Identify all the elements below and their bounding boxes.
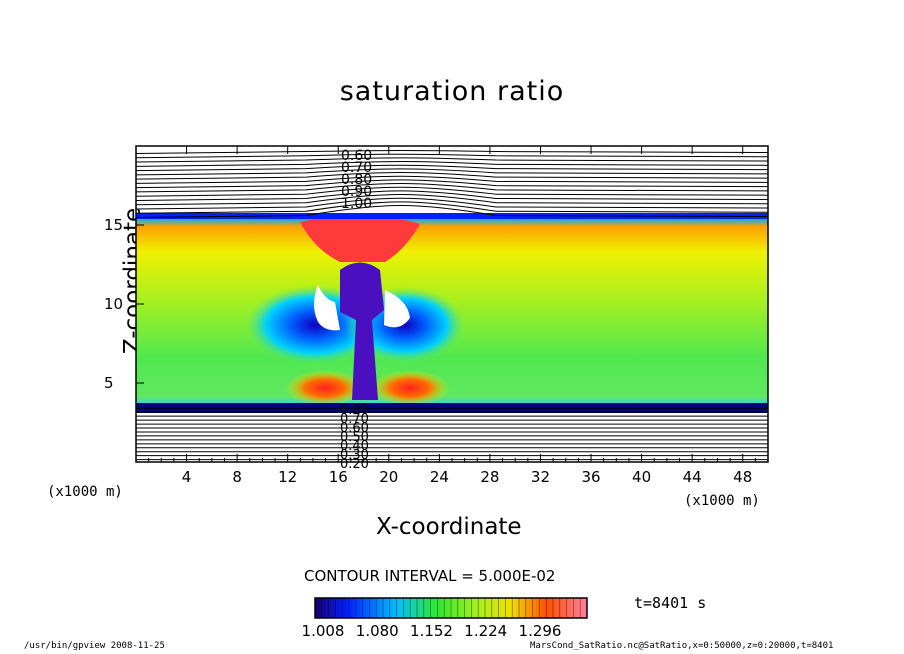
contour-label: 0.70	[341, 160, 372, 176]
contour-label: 0.90	[341, 184, 372, 200]
contour-line	[136, 157, 768, 163]
contour-label: 0.70	[340, 412, 369, 427]
contour-line	[136, 197, 768, 210]
contour-line	[136, 168, 768, 176]
contour-label: 0.60	[341, 148, 372, 164]
y-tick-label: 15	[104, 216, 124, 234]
contour-line	[136, 190, 768, 201]
contour-label: 0.80	[340, 403, 369, 418]
contour-line	[136, 194, 768, 206]
contour-label: 1.00	[341, 196, 372, 212]
contour-line	[136, 164, 768, 172]
contour-line	[136, 183, 768, 193]
x-tick-label: 48	[733, 468, 753, 486]
contour-line	[136, 172, 768, 180]
contour-label: 0.20	[340, 457, 369, 472]
contour-label: 0.40	[340, 439, 369, 454]
x-tick-label: 28	[480, 468, 500, 486]
contour-label: 0.60	[340, 421, 369, 436]
x-tick-label: 44	[682, 468, 702, 486]
footer-left: /usr/bin/gpview 2008-11-25	[24, 641, 165, 651]
contour-line	[136, 153, 768, 159]
x-tick-label: 12	[278, 468, 298, 486]
lower-contour-lines	[136, 407, 768, 461]
contour-line	[136, 175, 768, 184]
tick-marks	[136, 146, 756, 462]
cloud-top-red	[300, 214, 420, 262]
x-tick-label: 20	[379, 468, 399, 486]
footer-right: MarsCond_SatRatio.nc@SatRatio,x=0:50000,…	[530, 641, 834, 651]
y-tick-label: 5	[104, 374, 114, 392]
x-tick-label: 36	[581, 468, 601, 486]
colorbar-label: 1.152	[410, 622, 453, 640]
colorbar-label: 1.008	[301, 622, 345, 640]
x-tick-label: 16	[328, 468, 348, 486]
cloud-column	[340, 262, 384, 400]
low-red-left	[285, 370, 365, 406]
x-axis-label: X-coordinate	[376, 514, 522, 540]
z-unit-label: (x1000 m)	[47, 484, 123, 500]
x-unit-label: (x1000 m)	[684, 493, 760, 509]
x-tick-label: 8	[232, 468, 242, 486]
x-tick-label: 40	[632, 468, 652, 486]
contour-line	[136, 186, 768, 197]
colorbar-label: 1.296	[518, 622, 562, 640]
colorbar-ticks	[321, 598, 581, 618]
y-tick-label: 10	[104, 295, 124, 313]
contour-label: 0.80	[341, 172, 372, 188]
unsaturated-hole-left	[314, 285, 340, 331]
upper-contour-lines	[136, 150, 768, 219]
colorbar-label: 1.224	[464, 622, 508, 640]
time-label: t=8401 s	[634, 594, 707, 612]
low-red-right	[370, 370, 450, 406]
contour-line	[136, 201, 768, 214]
unsaturated-hole-right	[384, 290, 410, 328]
x-tick-label: 32	[530, 468, 551, 486]
contour-interval-text: CONTOUR INTERVAL = 5.000E-02	[304, 567, 556, 585]
x-tick-label: 24	[429, 468, 449, 486]
chart-title: saturation ratio	[339, 76, 565, 107]
contour-line	[136, 179, 768, 189]
colorbar-label: 1.080	[355, 622, 399, 640]
contour-line	[136, 205, 768, 219]
x-tick-label: 4	[181, 468, 192, 486]
contour-labels: 0.600.700.800.901.000.800.700.600.500.40…	[340, 148, 372, 472]
contour-label: 0.50	[340, 430, 369, 445]
upper-blue-band	[136, 213, 768, 219]
contour-line	[136, 150, 768, 155]
contour-line	[136, 161, 768, 167]
contour-label: 0.30	[340, 448, 369, 463]
